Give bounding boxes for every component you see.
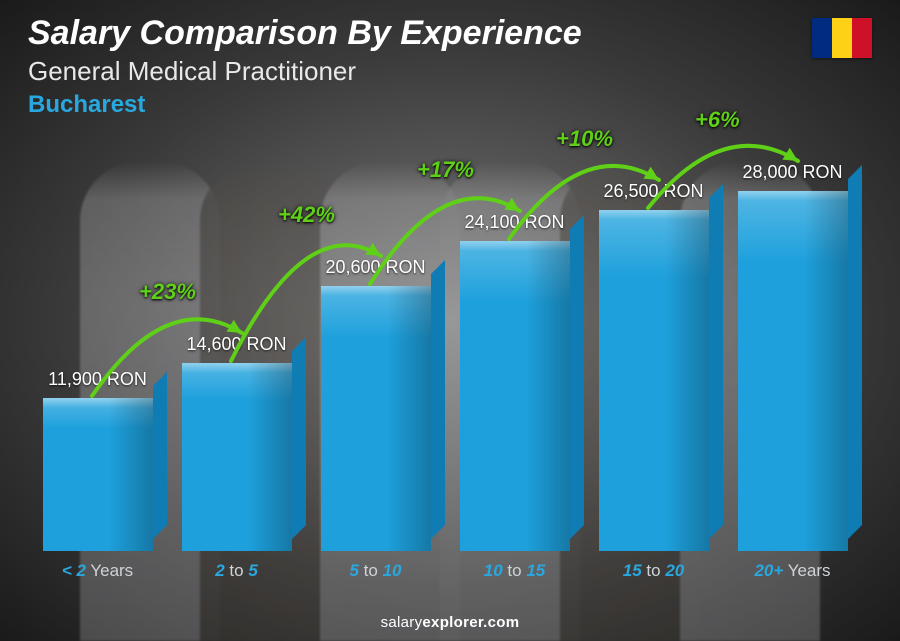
increase-label: +17% (417, 157, 474, 183)
increase-label: +6% (695, 107, 740, 133)
increase-label: +10% (556, 126, 613, 152)
x-axis-label: < 2 Years (62, 561, 133, 581)
flag-stripe-2 (832, 18, 852, 58)
increase-label: +42% (278, 202, 335, 228)
flag-romania (812, 18, 872, 58)
bar (738, 191, 848, 551)
bar-chart: 11,900 RON< 2 Years14,600 RON2 to 520,60… (28, 140, 862, 581)
x-axis-label: 5 to 10 (349, 561, 401, 581)
increase-label: +23% (139, 279, 196, 305)
chart-title: Salary Comparison By Experience (28, 16, 872, 52)
x-axis-label: 20+ Years (754, 561, 830, 581)
footer-attribution: salaryexplorer.com (0, 614, 900, 631)
footer-prefix: salary (381, 614, 423, 631)
header: Salary Comparison By Experience General … (28, 16, 872, 119)
footer-suffix: explorer.com (422, 614, 519, 631)
x-axis-label: 10 to 15 (484, 561, 545, 581)
flag-stripe-3 (852, 18, 872, 58)
x-axis-label: 2 to 5 (215, 561, 258, 581)
flag-stripe-1 (812, 18, 832, 58)
chart-subtitle: General Medical Practitioner (28, 56, 872, 87)
x-axis-label: 15 to 20 (623, 561, 684, 581)
